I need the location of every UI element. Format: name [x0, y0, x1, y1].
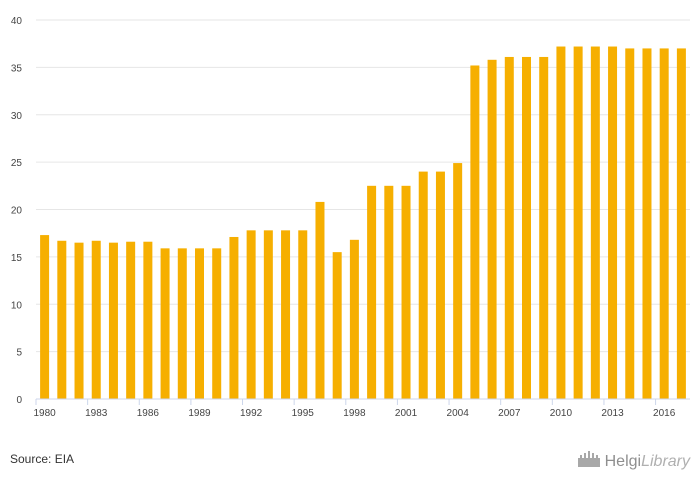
bar[interactable]: [401, 185, 411, 399]
x-tick-label: 1980: [33, 408, 56, 419]
bar[interactable]: [57, 240, 67, 399]
bar[interactable]: [418, 171, 428, 399]
bar[interactable]: [212, 248, 222, 399]
source-note: Source: EIA: [10, 452, 75, 466]
bar[interactable]: [435, 171, 445, 399]
x-tick-label: 2007: [498, 408, 521, 419]
bar[interactable]: [246, 230, 256, 399]
bar[interactable]: [229, 236, 239, 399]
bar[interactable]: [349, 239, 359, 399]
x-tick-label: 2013: [601, 408, 624, 419]
bar[interactable]: [384, 185, 394, 399]
bar[interactable]: [522, 56, 531, 399]
brand-name-part1: Helgi: [604, 452, 642, 470]
bars: [40, 46, 686, 400]
bar[interactable]: [177, 248, 187, 399]
y-axis-ticks: 0 5 10 15 20 25 30 35 40: [11, 16, 23, 406]
bar[interactable]: [590, 46, 600, 399]
bar[interactable]: [659, 48, 669, 400]
x-tick-label: 1983: [85, 408, 108, 419]
x-tick-label: 2010: [550, 408, 573, 419]
bar[interactable]: [160, 248, 170, 399]
bar[interactable]: [504, 56, 514, 399]
bar[interactable]: [195, 248, 204, 399]
bar[interactable]: [608, 46, 618, 399]
y-tick-label: 30: [11, 111, 23, 122]
x-tick-label: 1995: [292, 408, 315, 419]
x-tick-label: 2016: [653, 408, 676, 419]
bar[interactable]: [539, 56, 549, 399]
bar-chart: 0 5 10 15 20 25 30 35 40 1980 1983 1986 1989 1992 199…: [11, 16, 690, 419]
x-tick-label: 2001: [395, 408, 418, 419]
bar[interactable]: [332, 252, 342, 399]
bar[interactable]: [143, 241, 153, 399]
brand-name-part2: Library: [641, 452, 690, 470]
x-tick-label: 2004: [447, 408, 470, 419]
bar[interactable]: [263, 230, 273, 399]
y-tick-label: 5: [16, 348, 22, 359]
x-tick-label: 1989: [188, 408, 211, 419]
bar[interactable]: [676, 48, 686, 400]
bar[interactable]: [298, 230, 308, 399]
bar[interactable]: [40, 235, 50, 399]
bar[interactable]: [126, 241, 136, 399]
x-tick-label: 1986: [137, 408, 160, 419]
y-tick-label: 35: [11, 63, 23, 74]
bar[interactable]: [556, 46, 566, 399]
y-tick-label: 10: [11, 300, 23, 311]
x-tick-label: 1998: [343, 408, 366, 419]
bar[interactable]: [367, 185, 377, 399]
y-tick-label: 0: [16, 395, 22, 406]
bar[interactable]: [573, 46, 583, 399]
bar[interactable]: [91, 240, 101, 399]
y-tick-label: 25: [11, 158, 23, 169]
bar[interactable]: [625, 48, 635, 400]
y-tick-label: 20: [11, 206, 23, 217]
bar[interactable]: [470, 65, 480, 399]
bar[interactable]: [74, 242, 84, 399]
brand-logo: Helgi Library: [577, 450, 690, 473]
bar[interactable]: [281, 230, 291, 399]
bar[interactable]: [453, 163, 463, 399]
bar[interactable]: [108, 242, 118, 399]
x-axis-ticks: 1980 1983 1986 1989 1992 1995 1998 2001 2004 2007…: [33, 399, 676, 419]
bar[interactable]: [642, 48, 652, 400]
bar[interactable]: [315, 201, 325, 399]
x-tick-label: 1992: [240, 408, 263, 419]
castle-icon: [577, 450, 601, 473]
y-tick-label: 15: [11, 253, 23, 264]
bar[interactable]: [487, 59, 497, 400]
y-tick-label: 40: [11, 16, 23, 27]
